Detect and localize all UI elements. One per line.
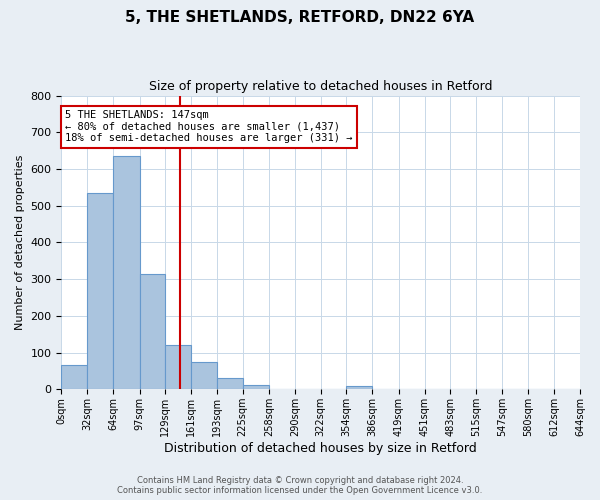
Bar <box>242 385 269 390</box>
Y-axis label: Number of detached properties: Number of detached properties <box>15 154 25 330</box>
Bar <box>217 378 242 390</box>
Title: Size of property relative to detached houses in Retford: Size of property relative to detached ho… <box>149 80 493 93</box>
Bar <box>191 362 217 390</box>
X-axis label: Distribution of detached houses by size in Retford: Distribution of detached houses by size … <box>164 442 477 455</box>
Bar <box>61 366 87 390</box>
Bar <box>113 156 140 390</box>
Text: 5, THE SHETLANDS, RETFORD, DN22 6YA: 5, THE SHETLANDS, RETFORD, DN22 6YA <box>125 10 475 25</box>
Bar <box>165 345 191 390</box>
Text: Contains HM Land Registry data © Crown copyright and database right 2024.
Contai: Contains HM Land Registry data © Crown c… <box>118 476 482 495</box>
Bar <box>87 193 113 390</box>
Bar <box>346 386 372 390</box>
Bar <box>140 274 165 390</box>
Text: 5 THE SHETLANDS: 147sqm
← 80% of detached houses are smaller (1,437)
18% of semi: 5 THE SHETLANDS: 147sqm ← 80% of detache… <box>65 110 353 144</box>
